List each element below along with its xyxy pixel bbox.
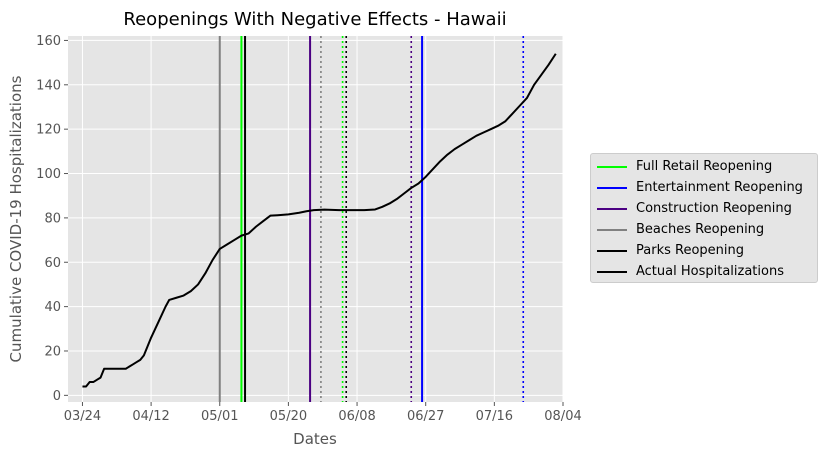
legend-label: Construction Reopening xyxy=(636,201,792,216)
legend-swatch xyxy=(597,207,627,210)
x-tick-label: 05/01 xyxy=(201,409,238,424)
y-axis-label: Cumulative COVID-19 Hospitalizations xyxy=(7,75,25,362)
actual-hospitalizations-line xyxy=(82,53,557,388)
x-tick-label: 06/08 xyxy=(338,409,375,424)
y-axis-ticks: 0 20 40 60 80 100 120 140 160 xyxy=(36,34,68,404)
y-tick-label: 120 xyxy=(36,123,61,138)
x-tick-label: 06/27 xyxy=(407,409,444,424)
legend-item: Construction Reopening xyxy=(597,198,817,219)
y-tick-label: 60 xyxy=(44,256,61,271)
plot-background xyxy=(68,36,563,402)
y-tick-label: 140 xyxy=(36,78,61,93)
reopening-markers xyxy=(218,36,525,402)
x-tick-label: 03/24 xyxy=(64,409,101,424)
y-tick-label: 160 xyxy=(36,34,61,49)
legend-swatch xyxy=(597,186,627,189)
y-tick-label: 100 xyxy=(36,167,61,182)
legend-swatch xyxy=(597,249,627,252)
legend-swatch xyxy=(597,270,627,273)
legend-item: Actual Hospitalizations xyxy=(597,261,817,282)
legend-swatch xyxy=(597,228,627,231)
grid-lines xyxy=(68,36,564,402)
y-tick-label: 20 xyxy=(44,344,61,359)
legend-label: Actual Hospitalizations xyxy=(636,264,784,279)
legend-label: Beaches Reopening xyxy=(636,222,765,237)
legend-label: Entertainment Reopening xyxy=(636,180,803,195)
x-tick-label: 04/12 xyxy=(132,409,169,424)
x-tick-label: 07/16 xyxy=(476,409,513,424)
x-tick-label: 08/04 xyxy=(544,409,581,424)
legend: Full Retail Reopening Entertainment Reope… xyxy=(590,153,818,283)
series-lines xyxy=(82,53,557,388)
legend-item: Entertainment Reopening xyxy=(597,177,817,198)
chart-title: Reopenings With Negative Effects - Hawai… xyxy=(123,9,506,30)
legend-item: Beaches Reopening xyxy=(597,219,817,240)
y-tick-label: 40 xyxy=(44,300,61,315)
legend-swatch xyxy=(597,165,627,168)
y-tick-label: 80 xyxy=(44,211,61,226)
x-tick-label: 05/20 xyxy=(270,409,307,424)
y-tick-label: 0 xyxy=(53,389,61,404)
legend-item: Parks Reopening xyxy=(597,240,817,261)
legend-item: Full Retail Reopening xyxy=(597,156,817,177)
legend-label: Parks Reopening xyxy=(636,243,744,258)
x-axis-label: Dates xyxy=(293,430,337,448)
legend-label: Full Retail Reopening xyxy=(636,159,773,174)
x-axis-ticks: 03/24 04/12 05/01 05/20 06/08 06/27 07/16 08/04 xyxy=(64,402,582,424)
